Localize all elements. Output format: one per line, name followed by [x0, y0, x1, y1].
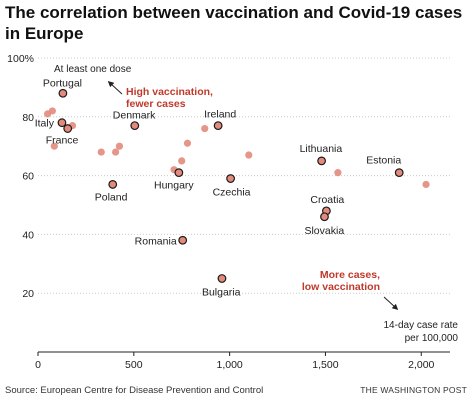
- country-label-ireland: Ireland: [204, 109, 236, 121]
- data-points: [43, 88, 430, 283]
- data-point: [112, 148, 120, 156]
- data-point: [245, 151, 253, 159]
- data-point-romania: [178, 235, 188, 245]
- data-point-italy: [57, 118, 67, 128]
- country-label-czechia: Czechia: [213, 187, 251, 199]
- data-point: [50, 142, 58, 150]
- data-point: [97, 148, 105, 156]
- country-label-portugal: Portugal: [43, 77, 82, 89]
- country-label-slovakia: Slovakia: [304, 225, 344, 237]
- y-tick-label: 20: [22, 288, 34, 300]
- country-label-italy: Italy: [35, 118, 55, 130]
- annotation-low-vaccination: More cases, low vaccination: [302, 269, 380, 293]
- axis: 20 40 60 80 100% 0 500 1,000 1,500 2,000 At least …: [7, 53, 458, 371]
- x-tick-label: 2,000: [408, 359, 434, 371]
- x-axis-label: 14-day case rate per 100,000: [384, 320, 459, 344]
- chart-title: The correlation between vaccination and …: [5, 3, 463, 43]
- data-point-ireland: [213, 121, 223, 131]
- x-tick-label: 1,500: [312, 359, 338, 371]
- country-label-france: France: [46, 135, 79, 147]
- data-point-portugal: [58, 88, 68, 98]
- country-label-hungary: Hungary: [154, 180, 194, 192]
- x-tick-label: 0: [35, 359, 41, 371]
- country-label-romania: Romania: [135, 235, 177, 247]
- data-point-denmark: [130, 121, 140, 131]
- data-point-poland: [108, 180, 118, 189]
- data-point-estonia: [394, 168, 404, 178]
- data-point: [201, 124, 209, 133]
- y-tick-label: 40: [22, 229, 34, 241]
- data-point-slovakia: [320, 212, 329, 222]
- country-label-poland: Poland: [95, 191, 128, 203]
- data-point-lithuania: [317, 156, 327, 166]
- y-tick-label: 60: [22, 171, 34, 183]
- footer: Source: European Centre for Disease Prev…: [5, 385, 469, 401]
- data-point: [422, 180, 430, 189]
- country-label-estonia: Estonia: [366, 155, 401, 167]
- data-point-hungary: [174, 168, 184, 178]
- data-point-france: [63, 124, 73, 133]
- annotation-high-vaccination: High vaccination, fewer cases: [126, 86, 213, 110]
- country-label-croatia: Croatia: [310, 194, 344, 206]
- data-point-czechia: [226, 174, 235, 183]
- y-tick-label: 80: [22, 112, 34, 124]
- data-point: [178, 157, 186, 165]
- data-point: [334, 169, 342, 177]
- y-axis-label: At least one dose: [54, 64, 132, 75]
- source-note: Source: European Centre for Disease Prev…: [5, 385, 264, 396]
- x-tick-label: 500: [125, 359, 143, 371]
- country-label-denmark: Denmark: [113, 110, 156, 122]
- point-labels: Portugal Italy France Denmark Ireland Poland H…: [35, 77, 402, 298]
- annotations: High vaccination, fewer cases More cases, l…: [107, 80, 399, 311]
- annotation-arrow: [383, 296, 399, 311]
- data-point: [115, 142, 124, 150]
- country-label-lithuania: Lithuania: [300, 143, 343, 155]
- data-point: [183, 139, 192, 147]
- data-point: [48, 107, 56, 115]
- annotation-arrow: [107, 80, 123, 95]
- x-tick-label: 1,000: [216, 359, 242, 371]
- country-label-bulgaria: Bulgaria: [202, 287, 241, 299]
- y-tick-label: 100%: [7, 53, 34, 65]
- grid-lines: [38, 57, 450, 294]
- publisher-credit: THE WASHINGTON POST: [360, 385, 467, 395]
- data-point-bulgaria: [217, 274, 227, 283]
